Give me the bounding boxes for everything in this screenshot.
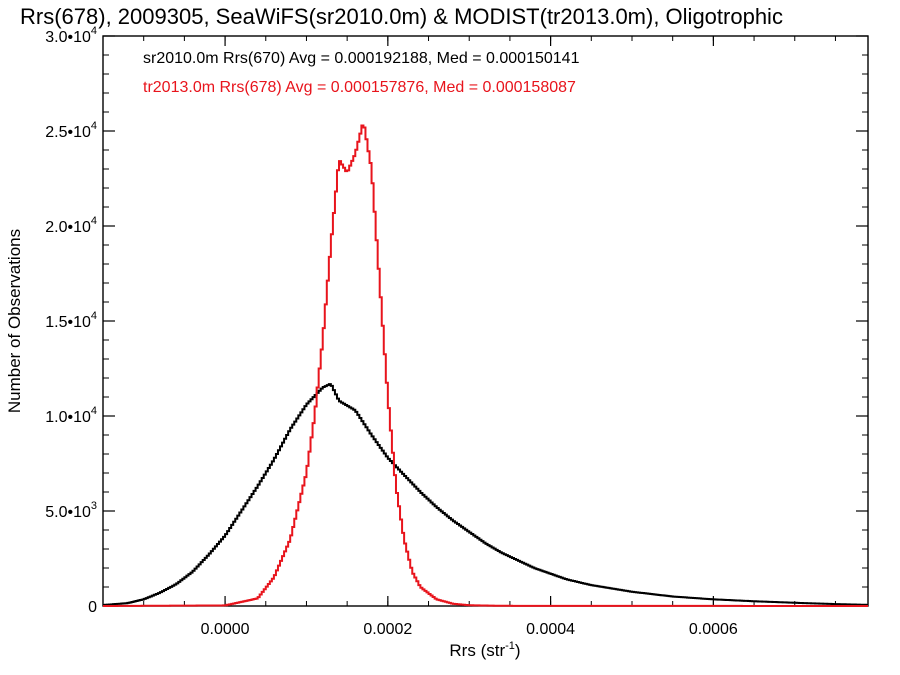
- x-axis-label-main: Rrs (str: [449, 641, 505, 660]
- x-axis-label: Rrs (str-1): [449, 640, 520, 660]
- y-axis: 0 5.0•103 1.0•104 1.5•104 2.0•104 2.5•104 3.0•…: [45, 25, 868, 616]
- x-axis: 0.0000 0.0002 0.0004 0.0006: [143, 36, 836, 638]
- chart-title: Rrs(678), 2009305, SeaWiFS(sr2010.0m) & …: [20, 4, 783, 29]
- y-tick-label-2: 1.0•104: [45, 405, 97, 426]
- series-group: [103, 124, 868, 607]
- y-tick-label-3: 1.5•104: [45, 310, 97, 331]
- y-axis-label: Number of Observations: [5, 229, 24, 413]
- x-tick-label-2: 0.0004: [526, 621, 575, 638]
- x-axis-label-superscript: -1: [505, 640, 515, 652]
- legend: sr2010.0m Rrs(670) Avg = 0.000192188, Me…: [143, 50, 580, 96]
- legend-entry-black-series: sr2010.0m Rrs(670) Avg = 0.000192188, Me…: [143, 50, 580, 67]
- plot-border: [102, 35, 869, 607]
- y-tick-label-4: 2.0•104: [45, 215, 97, 236]
- x-tick-label-1: 0.0002: [363, 621, 412, 638]
- legend-entry-red-series: tr2013.0m Rrs(678) Avg = 0.000157876, Me…: [143, 79, 576, 96]
- plot-area: [102, 35, 869, 607]
- y-tick-label-5: 2.5•104: [45, 120, 97, 141]
- series-line-0: [103, 383, 868, 606]
- x-tick-label-3: 0.0006: [689, 621, 738, 638]
- x-axis-label-close: ): [515, 641, 521, 660]
- x-tick-label-0: 0.0000: [201, 621, 250, 638]
- y-tick-label-1: 5.0•103: [45, 500, 97, 521]
- series-line-1: [103, 124, 868, 607]
- y-tick-label-0: 0: [88, 599, 97, 616]
- y-tick-label-6: 3.0•104: [45, 25, 97, 46]
